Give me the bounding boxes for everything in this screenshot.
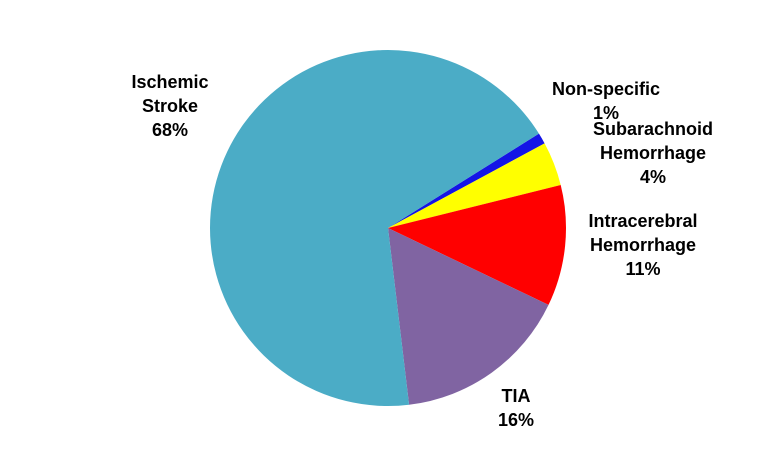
pie-labels: Non-specific 1%Subarachnoid Hemorrhage 4% In… — [131, 72, 713, 430]
pie-slice-tia — [388, 228, 549, 405]
pie-slice-non-specific — [388, 133, 545, 228]
slice-label-intracerebral-hemorrhage: Intracerebral Hemorrhage 11% — [588, 211, 697, 279]
pie-slices — [210, 50, 566, 407]
pie-slice-ischemic-stroke — [210, 50, 539, 407]
slice-label-tia: TIA 16% — [498, 386, 534, 430]
pie-slice-intracerebral-hemorrhage — [388, 184, 566, 305]
slice-label-non-specific: Non-specific 1% — [552, 79, 660, 123]
pie-slice-subarachnoid-hemorrhage — [388, 143, 561, 228]
slice-label-ischemic-stroke: Ischemic Stroke 68% — [131, 72, 208, 140]
slice-label-subarachnoid-hemorrhage: Subarachnoid Hemorrhage 4% — [593, 119, 713, 187]
